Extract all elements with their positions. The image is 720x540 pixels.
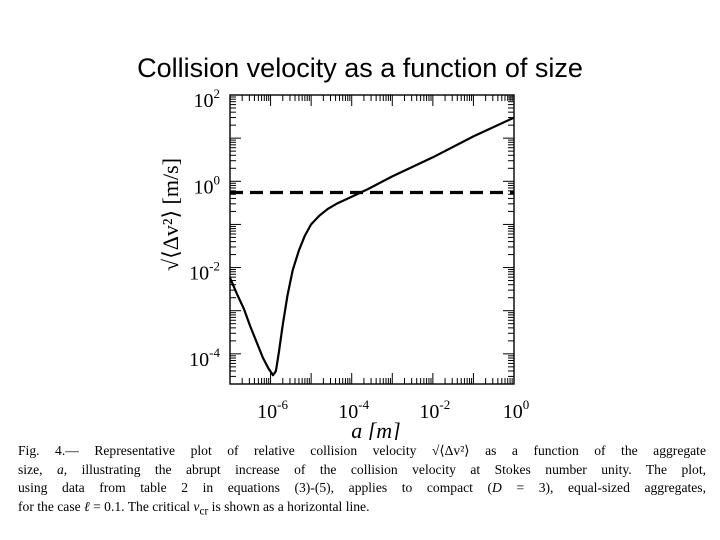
caption-line-3: using data from table 2 in equations (3)… (18, 479, 706, 498)
caption-text: , illustrating the abrupt increase of th… (63, 461, 706, 477)
y-axis-label: √⟨Δv²⟩ [m/s] (158, 158, 183, 271)
caption-text: = 3), equal-sized aggregates, (501, 480, 706, 495)
caption-math-ell: ℓ (84, 498, 90, 514)
tick-labels: 10-6 10-4 10-2 100 102 100 10-2 10-4 (189, 86, 529, 423)
y-tick-label: 100 (194, 172, 221, 198)
caption-math-velocity: √⟨Δv²⟩ (431, 443, 470, 458)
caption-text: size, (18, 461, 57, 477)
major-ticks (229, 95, 514, 384)
caption-text: using data from table 2 in equations (3)… (18, 480, 493, 495)
caption-text: is shown as a horizontal line. (208, 498, 370, 514)
series-layer (228, 116, 515, 377)
axis-labels: a [m] √⟨Δv²⟩ [m/s] (158, 158, 401, 440)
x-tick-label: 10-2 (419, 397, 450, 423)
caption-math-a: a (56, 461, 64, 477)
caption-line-2: size, a, illustrating the abrupt increas… (18, 461, 706, 480)
figure-caption: Fig. 4.— Representative plot of relative… (18, 442, 706, 521)
minor-ticks (230, 95, 514, 385)
caption-text: Fig. 4.— Representative plot of relative… (18, 443, 432, 458)
slide-title: Collision velocity as a function of size (137, 53, 583, 83)
collision-velocity-chart: 10-6 10-4 10-2 100 102 100 10-2 10-4 a [m] √⟨Δv²… (158, 86, 529, 440)
y-tick-label: 10-4 (189, 345, 220, 371)
caption-text: for the case (18, 498, 85, 514)
y-tick-label: 102 (194, 86, 221, 112)
plot-frame (229, 94, 515, 385)
caption-line-4: for the case ℓ = 0.1. The critical vcr i… (18, 498, 706, 521)
x-tick-label: 10-6 (257, 397, 288, 423)
caption-line-1: Fig. 4.— Representative plot of relative… (18, 442, 706, 461)
caption-math-d: D (492, 480, 502, 495)
caption-text: = 0.1. The critical (89, 498, 194, 514)
caption-math-v: v (193, 498, 200, 514)
caption-text: as a function of the aggregate (469, 443, 706, 458)
y-tick-label: 10-2 (189, 259, 220, 285)
x-axis-label: a [m] (351, 418, 401, 440)
x-tick-label: 10-4 (338, 397, 369, 423)
collision-velocity-curve (228, 116, 515, 377)
x-tick-label: 100 (503, 397, 530, 423)
caption-math-cr: cr (199, 505, 209, 518)
